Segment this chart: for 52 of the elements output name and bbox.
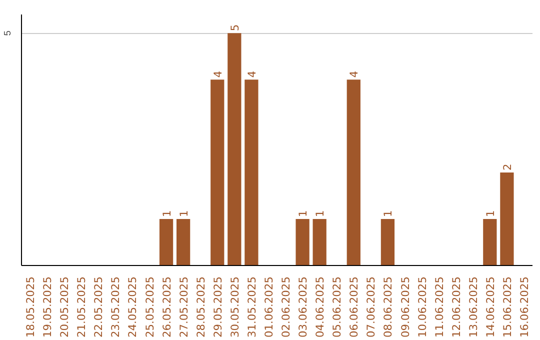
x-tick-label: 03.06.2025	[296, 276, 310, 338]
bar	[210, 80, 224, 266]
bar	[500, 172, 514, 266]
data-label: 1	[314, 210, 327, 218]
bar	[312, 219, 326, 266]
x-tick-label: 27.05.2025	[177, 276, 190, 338]
x-tick-label: 20.05.2025	[58, 276, 72, 338]
x-tick-label: 11.06.2025	[432, 276, 446, 338]
x-tick-label: 19.05.2025	[41, 276, 54, 338]
x-tick-label: 29.05.2025	[211, 276, 224, 338]
x-tick-label: 25.05.2025	[143, 276, 156, 338]
bar	[296, 219, 310, 266]
data-label: 4	[245, 70, 258, 78]
bar	[176, 219, 190, 266]
x-tick-label: 02.06.2025	[280, 276, 293, 338]
x-tick-label: 13.06.2025	[466, 276, 480, 338]
bar	[244, 80, 258, 266]
x-tick-label: 26.05.2025	[160, 276, 174, 338]
data-label: 2	[500, 164, 514, 171]
x-tick-label: 08.06.2025	[382, 276, 395, 338]
x-tick-label: 22.05.2025	[92, 276, 106, 338]
data-label: 5	[228, 24, 242, 32]
bar	[483, 219, 497, 266]
x-tick-label: 10.06.2025	[416, 276, 429, 338]
x-tick-label: 07.06.2025	[364, 276, 378, 338]
data-label: 4	[348, 70, 361, 78]
x-tick-label: 14.06.2025	[484, 276, 497, 338]
x-tick-label: 31.05.2025	[245, 276, 258, 338]
data-label: 1	[382, 210, 395, 218]
data-label: 1	[484, 210, 497, 218]
data-label: 4	[211, 70, 224, 78]
x-tick-label: 24.05.2025	[126, 276, 140, 338]
x-tick-label: 06.06.2025	[348, 276, 361, 338]
bar	[380, 219, 395, 266]
data-label: 1	[160, 210, 174, 218]
x-tick-label: 12.06.2025	[450, 276, 463, 338]
x-tick-label: 18.05.2025	[24, 276, 38, 338]
x-tick-label: 04.06.2025	[314, 276, 327, 338]
bar	[228, 33, 242, 266]
x-tick-label: 30.05.2025	[228, 276, 242, 338]
x-tick-label: 01.06.2025	[262, 276, 276, 338]
x-tick-label: 23.05.2025	[109, 276, 122, 338]
x-tick-label: 28.05.2025	[194, 276, 208, 338]
x-tick-label: 05.06.2025	[330, 276, 344, 338]
x-tick-label: 15.06.2025	[500, 276, 514, 338]
bar	[159, 219, 174, 266]
bar	[346, 80, 360, 266]
x-tick-label: 21.05.2025	[75, 276, 88, 338]
x-tick-label: 09.06.2025	[398, 276, 412, 338]
data-label: 1	[177, 210, 190, 218]
data-label: 1	[296, 210, 310, 218]
x-tick-label: 16.06.2025	[518, 276, 531, 338]
